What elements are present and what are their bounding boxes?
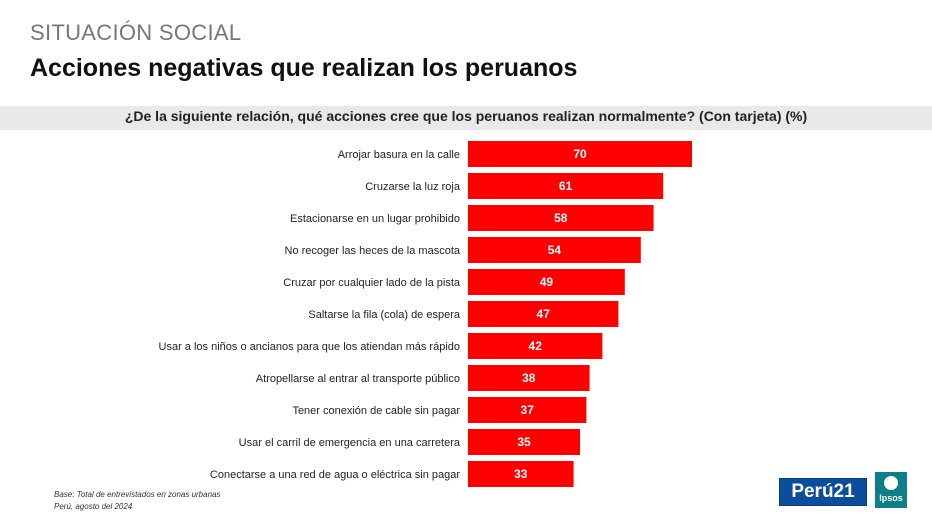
ipsos-logo-mark [884, 476, 898, 490]
category-label-8: Tener conexión de cable sin pagar [292, 405, 460, 417]
footnote-source: Perú, agosto del 2024 [54, 502, 133, 511]
value-label-5: 47 [537, 307, 551, 321]
category-label-1: Cruzarse la luz roja [365, 181, 461, 193]
category-label-0: Arrojar basura en la calle [338, 149, 460, 161]
value-label-6: 42 [529, 339, 543, 353]
value-label-7: 38 [522, 371, 536, 385]
value-label-1: 61 [559, 179, 573, 193]
bar-8 [468, 397, 587, 423]
bar-0 [468, 141, 692, 167]
bar-10 [468, 461, 574, 487]
bar-1 [468, 173, 664, 199]
bar-4 [468, 269, 625, 295]
category-label-10: Conectarse a una red de agua o eléctrica… [210, 469, 460, 481]
ipsos-logo-text: Ipsos [879, 493, 903, 503]
value-label-8: 37 [521, 403, 535, 417]
section-kicker: SITUACIÓN SOCIAL [30, 20, 242, 45]
survey-question: ¿De la siguiente relación, qué acciones … [124, 108, 808, 124]
category-label-2: Estacionarse en un lugar prohibido [290, 213, 460, 225]
value-label-3: 54 [548, 243, 562, 257]
peru21-logo: Perú21 [779, 478, 867, 506]
question-band [0, 106, 932, 130]
value-label-4: 49 [540, 275, 554, 289]
value-label-0: 70 [573, 147, 587, 161]
ipsos-logo: Ipsos [875, 472, 907, 508]
bar-2 [468, 205, 654, 231]
bar-3 [468, 237, 641, 263]
category-label-4: Cruzar por cualquier lado de la pista [283, 277, 461, 289]
bar-9 [468, 429, 580, 455]
bar-5 [468, 301, 619, 327]
category-label-9: Usar el carril de emergencia en una carr… [239, 437, 461, 449]
value-label-9: 35 [517, 435, 531, 449]
category-label-7: Atropellarse al entrar al transporte púb… [256, 373, 460, 385]
category-label-3: No recoger las heces de la mascota [285, 245, 461, 257]
bar-7 [468, 365, 590, 391]
bar-6 [468, 333, 603, 359]
chart-title: Acciones negativas que realizan los peru… [30, 54, 578, 82]
value-label-2: 58 [554, 211, 568, 225]
value-label-10: 33 [514, 467, 528, 481]
category-label-6: Usar a los niños o ancianos para que los… [159, 341, 460, 353]
footnote-base: Base: Total de entrevistados en zonas ur… [54, 490, 221, 499]
category-label-5: Saltarse la fila (cola) de espera [308, 309, 461, 321]
